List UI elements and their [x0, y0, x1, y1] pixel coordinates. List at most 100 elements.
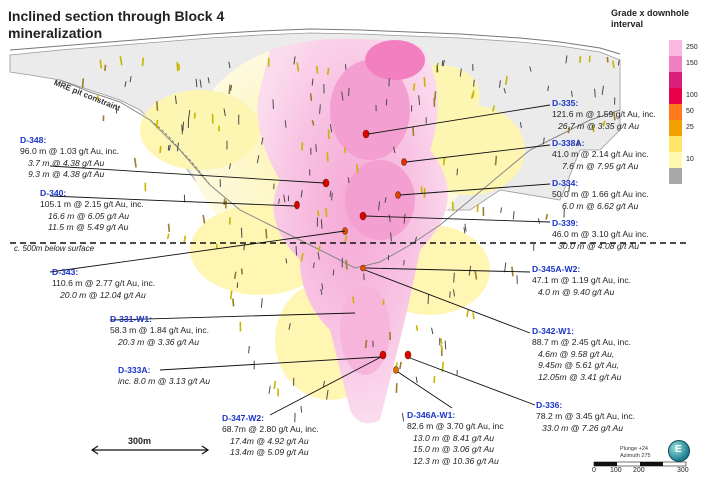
drill-hole-segment [529, 66, 532, 72]
drill-hole-segment [570, 90, 573, 97]
bottom-scale-0: 0 [592, 467, 596, 474]
drill-hole-segment [256, 155, 260, 164]
hole-id: D-338A: [552, 138, 585, 148]
drill-hole-segment [568, 184, 571, 193]
drill-hole-segment [519, 122, 522, 129]
drill-hole-segment [329, 190, 332, 197]
drill-hole-segment [412, 126, 415, 136]
drill-hole-segment [440, 344, 444, 351]
hole-label: D-339: 46.0 m @ 3.10 g/t Au inc. 30.0 m … [552, 218, 649, 252]
drill-hole-segment [331, 192, 333, 201]
hole-sub-intercept: 4.6m @ 9.58 g/t Au, [538, 348, 615, 359]
drill-hole-segment [260, 298, 263, 308]
hole-sub-intercept: 16.6 m @ 6.05 g/t Au [48, 210, 130, 221]
drill-hole-segment [119, 55, 123, 66]
hole-label: D-345A-W2: 47.1 m @ 1.19 g/t Au, inc. 4.… [532, 264, 631, 298]
drill-hole-segment [403, 213, 406, 224]
hole-sub-intercept: 13.4m @ 5.09 g/t Au [230, 447, 309, 458]
drill-hole-segment [177, 63, 181, 70]
hole-label: D-333A: inc. 8.0 m @ 3.13 g/t Au [118, 365, 210, 388]
drill-hole-segment [494, 155, 498, 166]
hole-id: D-340: [40, 188, 67, 198]
drill-hole-segment [427, 294, 430, 305]
hole-sub-intercept: 15.0 m @ 3.06 g/t Au [413, 444, 495, 455]
drill-hole-segment [442, 59, 445, 67]
drill-hole-segment [316, 65, 319, 74]
drill-hole-segment [439, 338, 443, 344]
hole-sub-intercept: 30.0 m @ 4.08 g/t Au [558, 240, 640, 251]
legend-label: 50 [686, 108, 694, 115]
drill-hole-segment [388, 214, 391, 223]
drill-hole-segment [295, 246, 298, 256]
hole-intercept: 78.2 m @ 3.45 g/t Au, inc. [536, 411, 636, 422]
drill-hole-segment [240, 268, 244, 275]
drill-hole-segment [617, 60, 620, 66]
legend-swatch [669, 168, 682, 184]
drill-hole-segment [321, 283, 324, 290]
hole-id: D-346A-W1: [407, 410, 456, 420]
drill-hole-segment [293, 56, 296, 65]
hole-label: D-336: 78.2 m @ 3.45 g/t Au, inc. 33.0 m… [536, 400, 635, 434]
legend-swatch [669, 136, 682, 152]
drill-hole-segment [472, 90, 475, 98]
drill-hole-segment [542, 137, 545, 145]
drill-hole-segment [498, 80, 501, 88]
hole-sub-intercept: 33.0 m @ 7.26 g/t Au [542, 422, 624, 433]
hole-intercept: 82.6 m @ 3.70 g/t Au, inc [407, 421, 504, 432]
drill-hole-segment [228, 61, 231, 69]
drill-hole-segment [472, 312, 475, 320]
drill-hole-segment [223, 108, 226, 117]
drill-hole-segment [99, 59, 103, 69]
drill-hole-segment [463, 226, 466, 234]
drill-hole-segment [347, 177, 350, 184]
drill-hole-segment [415, 376, 418, 383]
drill-hole-segment [602, 120, 606, 127]
legend-label: 25 [686, 124, 694, 131]
hole-label: D-331-W1: 58.3 m @ 1.84 g/t Au, inc. 20.… [110, 314, 209, 348]
drill-hole-segment [317, 251, 320, 260]
drill-hole-segment [159, 146, 162, 154]
drill-hole-segment [181, 124, 183, 135]
scale-bar-300m [90, 445, 210, 455]
drill-hole-segment [176, 62, 179, 72]
hole-sub-intercept: 9.3 m @ 4.38 g/t Au [28, 169, 105, 180]
hole-label: D-342-W1: 88.7 m @ 2.45 g/t Au, inc. 4.6… [532, 326, 631, 383]
drill-hole-segment [613, 111, 616, 121]
bottom-scale-bar [593, 461, 687, 467]
drill-hole-segment [174, 95, 177, 105]
drill-hole-segment [300, 190, 303, 198]
drill-hole-segment [315, 144, 317, 152]
drill-hole-segment [414, 236, 418, 243]
compass-icon: E [668, 440, 690, 462]
drill-hole-segment [320, 288, 323, 295]
drill-hole-segment [195, 78, 198, 88]
drill-hole-segment [464, 223, 467, 232]
drill-hole-segment [284, 120, 287, 128]
drill-hole-segment [356, 164, 359, 174]
drill-hole-segment [364, 339, 368, 349]
drill-hole-segment [329, 124, 333, 133]
hole-sub-intercept: 3.7 m @ 4.38 g/t Au [28, 157, 105, 168]
drill-hole-segment [202, 214, 206, 224]
drill-hole-segment [441, 60, 444, 67]
compass-letter: E [675, 444, 682, 455]
hole-id: D-343: [52, 267, 79, 277]
legend-label: 250 [686, 44, 698, 51]
legend-label: 10 [686, 156, 694, 163]
drill-hole-segment [459, 68, 462, 77]
hole-sub-intercept: 26.7 m @ 3.35 g/t Au [558, 120, 640, 131]
drill-hole-segment [390, 232, 392, 242]
drill-hole-segment [345, 259, 348, 270]
drill-hole-segment [319, 104, 321, 114]
legend-label: 150 [686, 60, 698, 67]
drill-hole-segment [504, 262, 507, 273]
drill-hole-segment [601, 85, 604, 95]
hole-label: D-343: 110.6 m @ 2.77 g/t Au, inc. 20.0 … [52, 267, 155, 301]
hole-sub-intercept: 4.0 m @ 9.40 g/t Au [538, 286, 615, 297]
drill-hole-segment [393, 146, 396, 154]
drill-hole-segment [104, 64, 107, 71]
legend-swatch [669, 40, 682, 56]
drill-hole-segment [228, 84, 231, 95]
drill-hole-segment [401, 412, 405, 422]
bottom-scale-300: 300 [677, 467, 689, 474]
